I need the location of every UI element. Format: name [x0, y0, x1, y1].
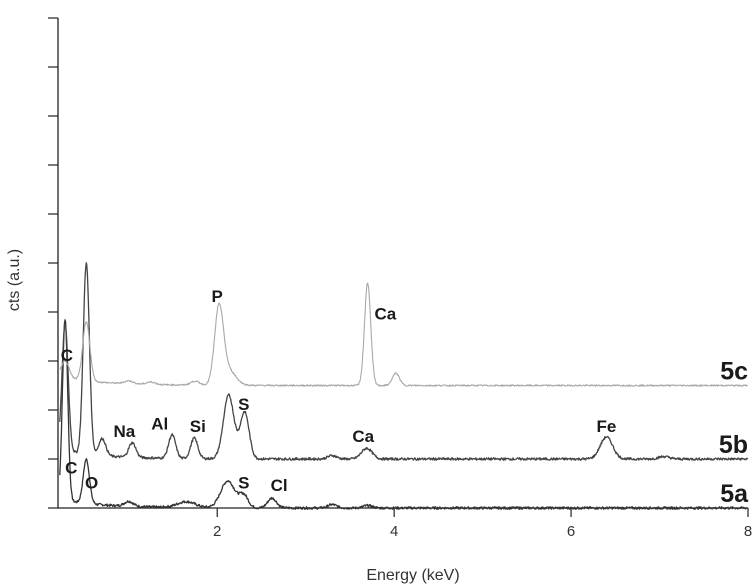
series-line-5b: [59, 262, 749, 461]
peak-label-5c-ca: Ca: [374, 304, 396, 323]
axis-frame: [57, 18, 748, 509]
x-axis-title: Energy (keV): [366, 567, 459, 584]
peak-label-5b-fe: Fe: [597, 417, 617, 436]
peak-label-5b-al: Al: [151, 415, 168, 434]
series-line-5c: [59, 282, 749, 387]
series-tag-5c: 5c: [720, 358, 748, 386]
series-tag-5b: 5b: [719, 431, 748, 459]
peak-label-5a-s: S: [238, 473, 249, 492]
x-tick-label-0: 2: [213, 523, 221, 540]
peak-label-5b-ca: Ca: [352, 427, 374, 446]
peak-label-5b-na: Na: [113, 422, 135, 441]
peak-label-5a-c: C: [65, 459, 77, 478]
peak-label-5a-cl: Cl: [271, 476, 288, 495]
series-tag-5a: 5a: [720, 480, 749, 508]
peak-label-5c-c: C: [61, 346, 73, 365]
x-tick-label-3: 8: [744, 523, 752, 540]
peak-label-5c-p: P: [212, 287, 223, 306]
series-layer: [59, 262, 749, 510]
x-tick-label-1: 4: [390, 523, 398, 540]
series-line-5a: [59, 319, 749, 510]
peak-label-5a-o: O: [85, 473, 98, 492]
peak-label-5b-s: S: [238, 395, 249, 414]
y-axis-title: cts (a.u.): [6, 249, 23, 311]
axes: 2 4 6 8: [48, 17, 752, 540]
peak-label-5b-si: Si: [190, 417, 206, 436]
x-tick-label-2: 6: [567, 523, 575, 540]
